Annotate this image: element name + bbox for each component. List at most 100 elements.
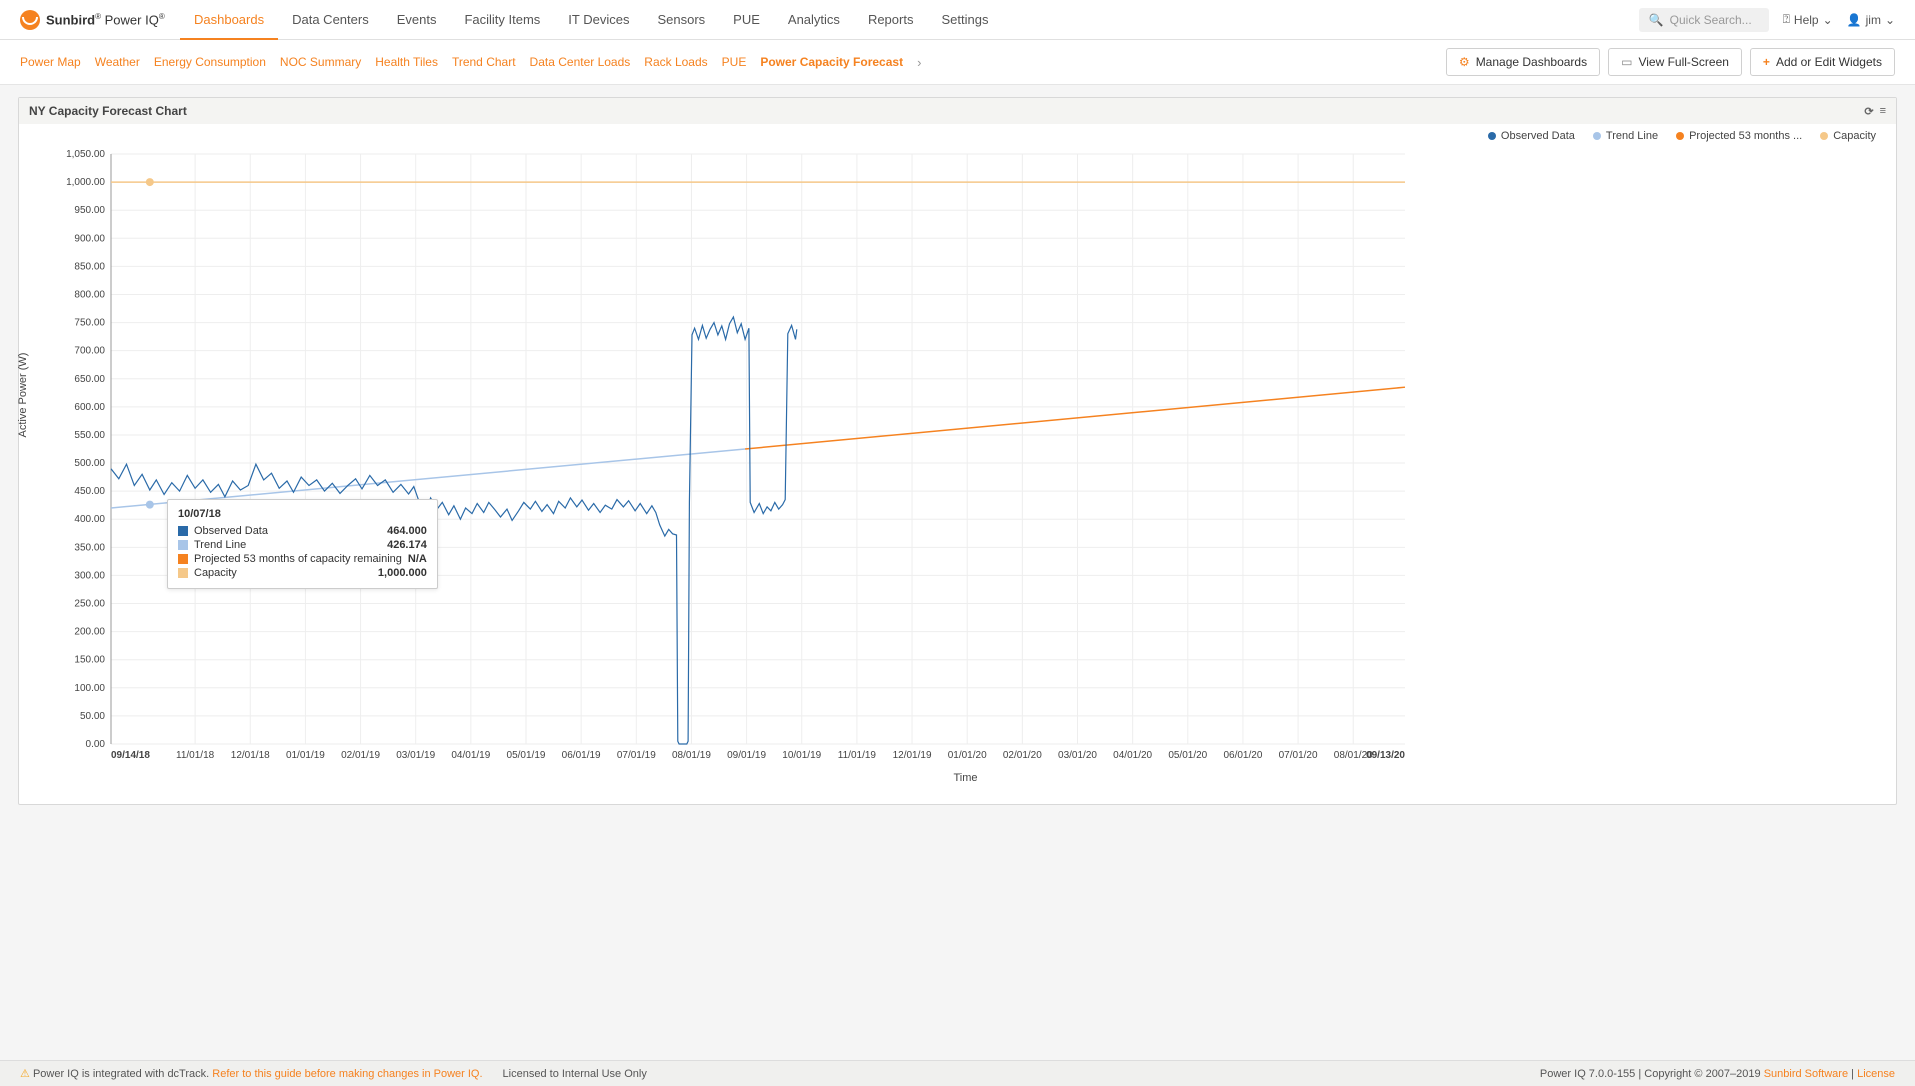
svg-text:150.00: 150.00 bbox=[74, 655, 105, 666]
svg-text:11/01/19: 11/01/19 bbox=[838, 750, 877, 761]
svg-text:0.00: 0.00 bbox=[86, 739, 106, 750]
add-edit-widgets-button[interactable]: + Add or Edit Widgets bbox=[1750, 48, 1895, 76]
sunbird-logo-icon bbox=[20, 10, 40, 30]
widget-controls: ⟳ ≡ bbox=[1864, 105, 1886, 118]
top-bar: Sunbird® Power IQ® DashboardsData Center… bbox=[0, 0, 1915, 40]
svg-text:550.00: 550.00 bbox=[74, 430, 105, 441]
chevron-down-icon: ⌄ bbox=[1885, 13, 1895, 27]
main-nav-reports[interactable]: Reports bbox=[854, 0, 928, 40]
user-menu[interactable]: 👤 jim ⌄ bbox=[1847, 13, 1895, 27]
legend-swatch bbox=[1488, 132, 1496, 140]
main-nav-events[interactable]: Events bbox=[383, 0, 451, 40]
svg-text:12/01/19: 12/01/19 bbox=[893, 750, 932, 761]
warning-icon: ⚠ bbox=[20, 1068, 30, 1080]
dash-tab-trend-chart[interactable]: Trend Chart bbox=[452, 55, 516, 69]
user-icon: 👤 bbox=[1847, 13, 1862, 27]
main-nav-data-centers[interactable]: Data Centers bbox=[278, 0, 383, 40]
svg-text:07/01/19: 07/01/19 bbox=[617, 750, 656, 761]
capacity-forecast-chart[interactable]: 0.0050.00100.00150.00200.00250.00300.003… bbox=[55, 144, 1415, 764]
tooltip-swatch bbox=[178, 568, 188, 578]
svg-text:400.00: 400.00 bbox=[74, 514, 105, 525]
integration-guide-link[interactable]: Refer to this guide before making change… bbox=[212, 1068, 482, 1080]
svg-text:450.00: 450.00 bbox=[74, 486, 105, 497]
widget-title: NY Capacity Forecast Chart bbox=[29, 104, 187, 118]
main-nav-it-devices[interactable]: IT Devices bbox=[554, 0, 643, 40]
brand-name-2: Power IQ bbox=[105, 12, 159, 27]
svg-text:700.00: 700.00 bbox=[74, 346, 105, 357]
chart-tooltip: 10/07/18 Observed Data464.000Trend Line4… bbox=[167, 499, 438, 589]
svg-text:01/01/19: 01/01/19 bbox=[286, 750, 325, 761]
svg-text:02/01/20: 02/01/20 bbox=[1003, 750, 1042, 761]
main-nav-settings[interactable]: Settings bbox=[927, 0, 1002, 40]
menu-icon[interactable]: ≡ bbox=[1880, 105, 1886, 118]
svg-text:950.00: 950.00 bbox=[74, 205, 105, 216]
tooltip-row: Capacity1,000.000 bbox=[178, 566, 427, 580]
legend-item[interactable]: Capacity bbox=[1820, 130, 1876, 142]
dash-tab-power-capacity-forecast[interactable]: Power Capacity Forecast bbox=[760, 55, 903, 69]
y-axis-label: Active Power (W) bbox=[17, 353, 29, 438]
help-menu[interactable]: ⍰ Help ⌄ bbox=[1783, 12, 1833, 27]
main-nav-facility-items[interactable]: Facility Items bbox=[450, 0, 554, 40]
svg-text:09/13/20: 09/13/20 bbox=[1366, 750, 1405, 761]
svg-text:50.00: 50.00 bbox=[80, 711, 105, 722]
main-nav-dashboards[interactable]: Dashboards bbox=[180, 0, 278, 40]
legend-swatch bbox=[1676, 132, 1684, 140]
search-input[interactable]: 🔍 Quick Search... bbox=[1639, 8, 1769, 32]
svg-text:06/01/20: 06/01/20 bbox=[1223, 750, 1262, 761]
widget-header: NY Capacity Forecast Chart ⟳ ≡ bbox=[19, 98, 1896, 124]
svg-text:04/01/19: 04/01/19 bbox=[451, 750, 490, 761]
sunbird-software-link[interactable]: Sunbird Software bbox=[1764, 1068, 1848, 1080]
dashboard-sub-bar: Power Map Weather Energy Consumption NOC Su… bbox=[0, 40, 1915, 85]
svg-text:600.00: 600.00 bbox=[74, 402, 105, 413]
gear-icon: ⚙ bbox=[1459, 55, 1470, 69]
svg-text:05/01/19: 05/01/19 bbox=[507, 750, 546, 761]
help-icon: ⍰ bbox=[1783, 12, 1790, 27]
dash-tab-energy-consumption[interactable]: Energy Consumption bbox=[154, 55, 266, 69]
legend-item[interactable]: Projected 53 months ... bbox=[1676, 130, 1802, 142]
view-fullscreen-button[interactable]: ▭ View Full-Screen bbox=[1608, 48, 1742, 76]
svg-text:03/01/19: 03/01/19 bbox=[396, 750, 435, 761]
dash-tab-weather[interactable]: Weather bbox=[95, 55, 140, 69]
tooltip-row: Observed Data464.000 bbox=[178, 524, 427, 538]
manage-dashboards-button[interactable]: ⚙ Manage Dashboards bbox=[1446, 48, 1600, 76]
chevron-down-icon: ⌄ bbox=[1823, 13, 1833, 27]
svg-text:750.00: 750.00 bbox=[74, 318, 105, 329]
dash-tab-pue[interactable]: PUE bbox=[722, 55, 747, 69]
svg-text:200.00: 200.00 bbox=[74, 627, 105, 638]
dash-tab-noc-summary[interactable]: NOC Summary bbox=[280, 55, 361, 69]
svg-text:1,050.00: 1,050.00 bbox=[66, 149, 105, 160]
svg-text:10/01/19: 10/01/19 bbox=[782, 750, 821, 761]
logo-section: Sunbird® Power IQ® bbox=[20, 10, 180, 30]
svg-text:04/01/20: 04/01/20 bbox=[1113, 750, 1152, 761]
footer-bar: ⚠ Power IQ is integrated with dcTrack. R… bbox=[0, 1060, 1915, 1086]
dash-tab-power-map[interactable]: Power Map bbox=[20, 55, 81, 69]
svg-text:500.00: 500.00 bbox=[74, 458, 105, 469]
svg-text:300.00: 300.00 bbox=[74, 570, 105, 581]
tabs-scroll-right-icon[interactable]: › bbox=[917, 55, 921, 70]
svg-text:07/01/20: 07/01/20 bbox=[1279, 750, 1318, 761]
legend-item[interactable]: Trend Line bbox=[1593, 130, 1658, 142]
svg-text:12/01/18: 12/01/18 bbox=[231, 750, 270, 761]
legend-swatch bbox=[1593, 132, 1601, 140]
svg-text:02/01/19: 02/01/19 bbox=[341, 750, 380, 761]
svg-text:800.00: 800.00 bbox=[74, 289, 105, 300]
x-axis-label: Time bbox=[55, 764, 1876, 784]
brand-text: Sunbird® Power IQ® bbox=[46, 12, 165, 27]
main-nav-analytics[interactable]: Analytics bbox=[774, 0, 854, 40]
svg-text:01/01/20: 01/01/20 bbox=[948, 750, 987, 761]
main-nav-pue[interactable]: PUE bbox=[719, 0, 774, 40]
dash-tab-data-center-loads[interactable]: Data Center Loads bbox=[530, 55, 631, 69]
refresh-icon[interactable]: ⟳ bbox=[1864, 105, 1873, 118]
svg-text:850.00: 850.00 bbox=[74, 261, 105, 272]
license-link[interactable]: License bbox=[1857, 1068, 1895, 1080]
main-nav-sensors[interactable]: Sensors bbox=[643, 0, 719, 40]
tooltip-date: 10/07/18 bbox=[178, 508, 427, 520]
legend-item[interactable]: Observed Data bbox=[1488, 130, 1575, 142]
svg-text:09/01/19: 09/01/19 bbox=[727, 750, 766, 761]
footer-integration: ⚠ Power IQ is integrated with dcTrack. R… bbox=[20, 1067, 483, 1080]
dash-tab-health-tiles[interactable]: Health Tiles bbox=[375, 55, 438, 69]
dashboard-actions: ⚙ Manage Dashboards ▭ View Full-Screen +… bbox=[1446, 48, 1895, 76]
dash-tab-rack-loads[interactable]: Rack Loads bbox=[644, 55, 707, 69]
fullscreen-icon: ▭ bbox=[1621, 55, 1632, 69]
svg-text:03/01/20: 03/01/20 bbox=[1058, 750, 1097, 761]
